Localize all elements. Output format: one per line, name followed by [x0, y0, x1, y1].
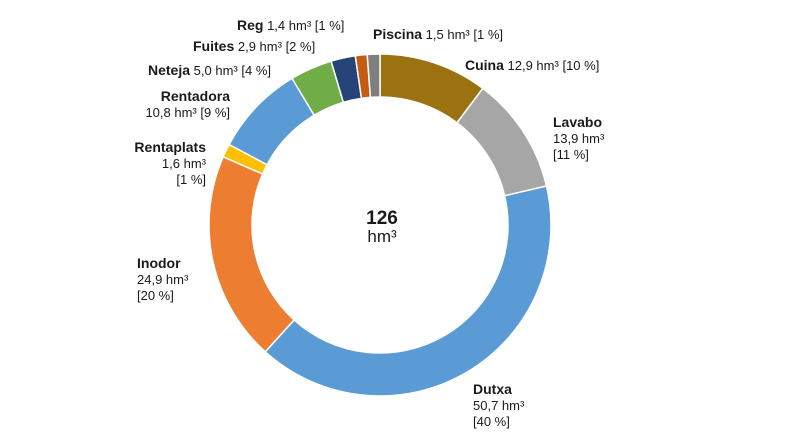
total-unit: hm³ — [367, 227, 397, 246]
label-dutxa: Dutxa 50,7 hm³ [40 %] — [473, 381, 525, 429]
center-total: 126 hm³ — [332, 208, 432, 246]
label-cuina: Cuina 12,9 hm³ [10 %] — [465, 57, 600, 73]
slice-lavabo — [455, 87, 548, 197]
label-lavabo: Lavabo 13,9 hm³ [11 %] — [553, 114, 605, 162]
slice-inodor — [208, 155, 296, 353]
label-reg: Reg 1,4 hm³ [1 %] — [237, 17, 345, 33]
label-fuites: Fuites 2,9 hm³ [2 %] — [193, 38, 316, 54]
label-neteja: Neteja 5,0 hm³ [4 %] — [148, 62, 271, 78]
slice-dutxa — [264, 185, 552, 397]
label-piscina: Piscina 1,5 hm³ [1 %] — [373, 26, 503, 42]
total-value: 126 — [366, 208, 398, 229]
label-rentaplats: Rentaplats 1,6 hm³ [1 %] — [134, 139, 206, 187]
slice-piscina — [366, 53, 381, 99]
label-rentadora: Rentadora 10,8 hm³ [9 %] — [145, 88, 230, 120]
label-inodor: Inodor 24,9 hm³ [20 %] — [137, 255, 189, 303]
